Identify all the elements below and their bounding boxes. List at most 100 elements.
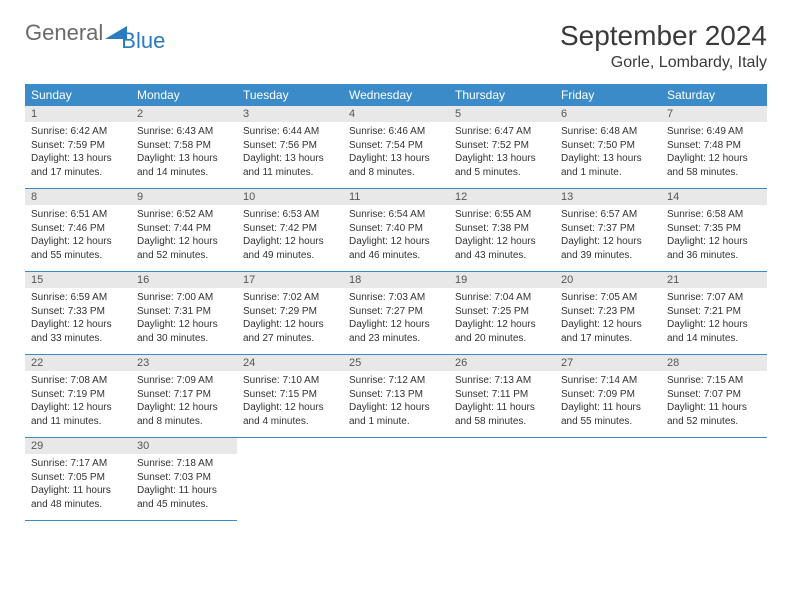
daylight-text-1: Daylight: 13 hours <box>137 152 231 166</box>
day-number: 19 <box>449 272 555 288</box>
calendar-week-row: 8Sunrise: 6:51 AMSunset: 7:46 PMDaylight… <box>25 189 767 272</box>
daylight-text-2: and 14 minutes. <box>137 166 231 180</box>
daylight-text-2: and 30 minutes. <box>137 332 231 346</box>
calendar-day-cell: 25Sunrise: 7:12 AMSunset: 7:13 PMDayligh… <box>343 355 449 438</box>
day-details: Sunrise: 6:51 AMSunset: 7:46 PMDaylight:… <box>25 205 131 267</box>
sunrise-text: Sunrise: 6:48 AM <box>561 125 655 139</box>
daylight-text-1: Daylight: 13 hours <box>349 152 443 166</box>
sunset-text: Sunset: 7:03 PM <box>137 471 231 485</box>
sunrise-text: Sunrise: 6:58 AM <box>667 208 761 222</box>
daylight-text-2: and 55 minutes. <box>561 415 655 429</box>
day-number: 27 <box>555 355 661 371</box>
sunset-text: Sunset: 7:44 PM <box>137 222 231 236</box>
calendar-day-cell: 26Sunrise: 7:13 AMSunset: 7:11 PMDayligh… <box>449 355 555 438</box>
sunset-text: Sunset: 7:19 PM <box>31 388 125 402</box>
day-details: Sunrise: 6:49 AMSunset: 7:48 PMDaylight:… <box>661 122 767 184</box>
day-details: Sunrise: 7:10 AMSunset: 7:15 PMDaylight:… <box>237 371 343 433</box>
calendar-day-cell: 30 Sunrise: 7:18 AMSunset: 7:03 PMDayligh… <box>131 438 237 521</box>
sunset-text: Sunset: 7:46 PM <box>31 222 125 236</box>
day-details: Sunrise: 7:00 AMSunset: 7:31 PMDaylight:… <box>131 288 237 350</box>
sunrise-text: Sunrise: 6:54 AM <box>349 208 443 222</box>
day-number: 28 <box>661 355 767 371</box>
daylight-text-2: and 36 minutes. <box>667 249 761 263</box>
sunset-text: Sunset: 7:31 PM <box>137 305 231 319</box>
daylight-text-1: Daylight: 13 hours <box>31 152 125 166</box>
daylight-text-2: and 23 minutes. <box>349 332 443 346</box>
calendar-day-cell: 29Sunrise: 7:17 AMSunset: 7:05 PMDayligh… <box>25 438 131 521</box>
logo: General Blue <box>25 20 173 46</box>
day-number: 30 <box>131 438 237 454</box>
daylight-text-2: and 8 minutes. <box>349 166 443 180</box>
location-text: Gorle, Lombardy, Italy <box>560 54 767 72</box>
daylight-text-1: Daylight: 12 hours <box>31 401 125 415</box>
daylight-text-1: Daylight: 12 hours <box>349 235 443 249</box>
day-number: 29 <box>25 438 131 454</box>
sunset-text: Sunset: 7:56 PM <box>243 139 337 153</box>
page-title: September 2024 <box>560 20 767 52</box>
sunrise-text: Sunrise: 6:55 AM <box>455 208 549 222</box>
daylight-text-1: Daylight: 13 hours <box>243 152 337 166</box>
daylight-text-2: and 46 minutes. <box>349 249 443 263</box>
day-details: Sunrise: 7:08 AMSunset: 7:19 PMDaylight:… <box>25 371 131 433</box>
daylight-text-2: and 52 minutes. <box>137 249 231 263</box>
daylight-text-2: and 43 minutes. <box>455 249 549 263</box>
calendar-day-cell: 19Sunrise: 7:04 AMSunset: 7:25 PMDayligh… <box>449 272 555 355</box>
day-header: Saturday <box>661 84 767 106</box>
day-number: 7 <box>661 106 767 122</box>
daylight-text-2: and 8 minutes. <box>137 415 231 429</box>
sunset-text: Sunset: 7:17 PM <box>137 388 231 402</box>
daylight-text-2: and 45 minutes. <box>137 498 231 512</box>
calendar-day-cell: 23Sunrise: 7:09 AMSunset: 7:17 PMDayligh… <box>131 355 237 438</box>
sunrise-text: Sunrise: 6:42 AM <box>31 125 125 139</box>
sunset-text: Sunset: 7:21 PM <box>667 305 761 319</box>
day-number: 8 <box>25 189 131 205</box>
day-number: 21 <box>661 272 767 288</box>
calendar-day-cell: 21Sunrise: 7:07 AMSunset: 7:21 PMDayligh… <box>661 272 767 355</box>
sunrise-text: Sunrise: 7:04 AM <box>455 291 549 305</box>
day-header: Wednesday <box>343 84 449 106</box>
day-number: 17 <box>237 272 343 288</box>
day-number: 2 <box>131 106 237 122</box>
sunrise-text: Sunrise: 6:57 AM <box>561 208 655 222</box>
daylight-text-1: Daylight: 12 hours <box>243 318 337 332</box>
sunrise-text: Sunrise: 6:53 AM <box>243 208 337 222</box>
daylight-text-1: Daylight: 12 hours <box>455 235 549 249</box>
day-number: 25 <box>343 355 449 371</box>
daylight-text-1: Daylight: 12 hours <box>31 318 125 332</box>
day-number: 24 <box>237 355 343 371</box>
sunset-text: Sunset: 7:33 PM <box>31 305 125 319</box>
calendar-day-cell <box>343 438 449 521</box>
calendar-day-cell: 7Sunrise: 6:49 AMSunset: 7:48 PMDaylight… <box>661 106 767 189</box>
day-details: Sunrise: 6:44 AMSunset: 7:56 PMDaylight:… <box>237 122 343 184</box>
calendar-day-cell: 9Sunrise: 6:52 AMSunset: 7:44 PMDaylight… <box>131 189 237 272</box>
calendar-day-cell <box>449 438 555 521</box>
title-block: September 2024 Gorle, Lombardy, Italy <box>560 20 767 72</box>
calendar-day-cell: 2Sunrise: 6:43 AMSunset: 7:58 PMDaylight… <box>131 106 237 189</box>
daylight-text-2: and 17 minutes. <box>561 332 655 346</box>
sunset-text: Sunset: 7:25 PM <box>455 305 549 319</box>
sunrise-text: Sunrise: 6:46 AM <box>349 125 443 139</box>
sunrise-text: Sunrise: 7:18 AM <box>137 457 231 471</box>
daylight-text-1: Daylight: 12 hours <box>137 401 231 415</box>
sunset-text: Sunset: 7:38 PM <box>455 222 549 236</box>
sunset-text: Sunset: 7:54 PM <box>349 139 443 153</box>
day-number: 3 <box>237 106 343 122</box>
daylight-text-1: Daylight: 13 hours <box>455 152 549 166</box>
daylight-text-1: Daylight: 11 hours <box>137 484 231 498</box>
sunset-text: Sunset: 7:29 PM <box>243 305 337 319</box>
day-details: Sunrise: 6:58 AMSunset: 7:35 PMDaylight:… <box>661 205 767 267</box>
day-number: 14 <box>661 189 767 205</box>
daylight-text-2: and 1 minute. <box>561 166 655 180</box>
calendar-day-cell: 22Sunrise: 7:08 AMSunset: 7:19 PMDayligh… <box>25 355 131 438</box>
daylight-text-2: and 27 minutes. <box>243 332 337 346</box>
day-number: 5 <box>449 106 555 122</box>
sunset-text: Sunset: 7:48 PM <box>667 139 761 153</box>
day-details: Sunrise: 6:54 AMSunset: 7:40 PMDaylight:… <box>343 205 449 267</box>
daylight-text-2: and 11 minutes. <box>31 415 125 429</box>
daylight-text-2: and 17 minutes. <box>31 166 125 180</box>
daylight-text-1: Daylight: 13 hours <box>561 152 655 166</box>
calendar-day-cell: 1Sunrise: 6:42 AMSunset: 7:59 PMDaylight… <box>25 106 131 189</box>
daylight-text-1: Daylight: 11 hours <box>455 401 549 415</box>
calendar-day-cell: 14Sunrise: 6:58 AMSunset: 7:35 PMDayligh… <box>661 189 767 272</box>
day-number: 15 <box>25 272 131 288</box>
